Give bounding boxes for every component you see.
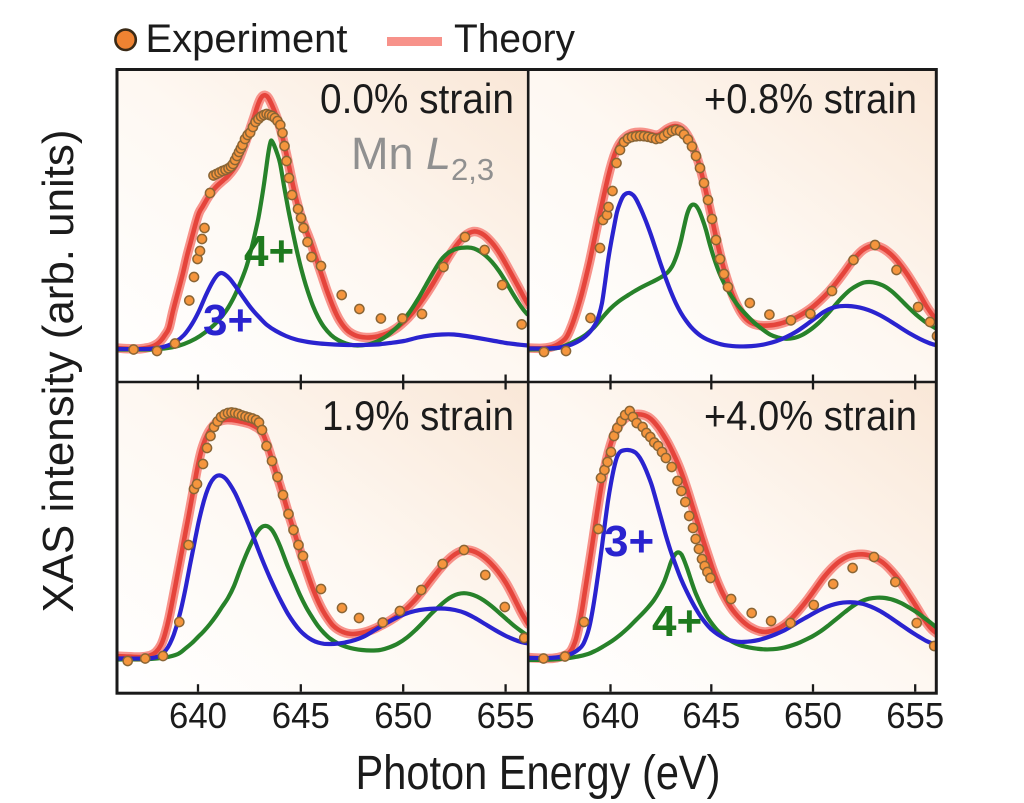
- svg-text:+0.8% strain: +0.8% strain: [704, 75, 917, 122]
- svg-text:655: 655: [477, 695, 535, 736]
- svg-text:+4.0% strain: +4.0% strain: [704, 392, 917, 439]
- svg-text:Mn L2,3: Mn L2,3: [351, 128, 494, 187]
- svg-text:Theory: Theory: [454, 17, 575, 61]
- svg-text:645: 645: [682, 695, 740, 736]
- svg-text:3+: 3+: [604, 517, 654, 566]
- svg-text:655: 655: [886, 695, 944, 736]
- svg-text:4+: 4+: [244, 227, 294, 276]
- svg-text:0.0% strain: 0.0% strain: [320, 75, 514, 122]
- svg-text:1.9% strain: 1.9% strain: [322, 392, 514, 439]
- svg-text:640: 640: [582, 695, 640, 736]
- svg-text:4+: 4+: [652, 597, 702, 646]
- svg-text:640: 640: [169, 695, 227, 736]
- svg-text:Experiment: Experiment: [146, 17, 348, 61]
- svg-text:645: 645: [272, 695, 330, 736]
- svg-text:650: 650: [374, 695, 432, 736]
- svg-text:Photon Energy (eV): Photon Energy (eV): [356, 747, 721, 800]
- svg-text:3+: 3+: [203, 296, 253, 345]
- svg-text:XAS intensity (arb. units): XAS intensity (arb. units): [34, 130, 83, 613]
- svg-text:650: 650: [784, 695, 842, 736]
